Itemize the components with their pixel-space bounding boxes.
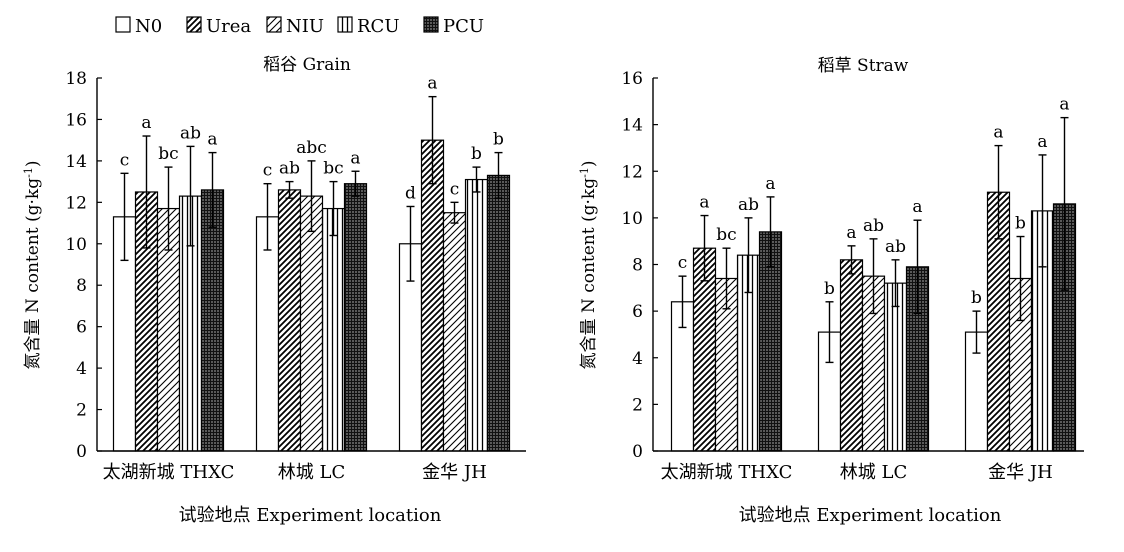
straw-y-tick-label-14: 14 (621, 116, 643, 136)
straw-y-axis-label-main: 氮含量 N content (g·kg (579, 178, 599, 370)
grain-y-tick-label-4: 4 (76, 359, 87, 379)
straw-bar-urea-1 (839, 259, 864, 452)
straw-sig-letter-rcu-1: ab (885, 237, 906, 257)
legend-label-niu: NIU (286, 16, 324, 37)
legend-label-rcu: RCU (357, 16, 400, 37)
grain-sig-letter-niu-2: c (450, 179, 460, 199)
grain-y-tick-label-16: 16 (65, 110, 87, 130)
legend-swatch-niu (266, 16, 282, 33)
grain-sig-letter-niu-0: bc (158, 144, 178, 164)
legend-label-pcu: PCU (443, 16, 484, 37)
grain-y-tick-label-0: 0 (76, 442, 87, 462)
straw-sig-letter-pcu-2: a (1059, 95, 1069, 115)
grain-sig-letter-urea-1: ab (279, 159, 300, 179)
straw-x-tick-label-2: 金华 JH (988, 462, 1053, 483)
grain-bar-n0-1 (255, 216, 280, 452)
straw-sig-letter-niu-0: bc (716, 225, 736, 245)
straw-sig-letter-urea-2: a (993, 123, 1003, 143)
grain-y-tick-label-2: 2 (76, 401, 87, 421)
straw-sig-letter-urea-0: a (699, 193, 709, 213)
grain-sig-letter-n0-0: c (120, 150, 130, 170)
grain-y-axis-label-main: 氮含量 N content (g·kg (23, 178, 43, 370)
straw-sig-letter-n0-2: b (971, 288, 982, 308)
grain-x-tick-label-0: 太湖新城 THXC (103, 462, 235, 483)
grain-y-tick-label-6: 6 (76, 318, 87, 338)
legend-swatch-pcu (423, 16, 439, 33)
straw-sig-letter-n0-1: b (824, 279, 835, 299)
grain-sig-letter-rcu-0: ab (180, 123, 201, 143)
grain-sig-letter-n0-1: c (263, 161, 273, 181)
straw-x-axis-label: 试验地点 Experiment location (739, 505, 1002, 526)
grain-x-tick-label-1: 林城 LC (278, 462, 345, 483)
grain-y-axis-label-end: ) (23, 161, 43, 168)
straw-y-tick-label-2: 2 (632, 395, 643, 415)
straw-y-tick-label-0: 0 (632, 442, 643, 462)
straw-y-tick-label-16: 16 (621, 69, 643, 89)
grain-y-tick-label-8: 8 (76, 276, 87, 296)
grain-sig-letter-niu-1: abc (296, 138, 327, 158)
straw-y-axis-label-end: ) (579, 161, 599, 168)
grain-bar-urea-2 (420, 139, 445, 452)
grain-bar-pcu-2 (486, 174, 511, 452)
straw-sig-letter-urea-1: a (846, 223, 856, 243)
straw-sig-letter-n0-0: c (678, 253, 688, 273)
grain-sig-letter-rcu-2: b (471, 144, 482, 164)
grain-chart-title: 稻谷 Grain (263, 55, 351, 75)
grain-y-axis-label: 氮含量 N content (g·kg-1) (22, 161, 44, 370)
straw-y-tick-label-12: 12 (621, 162, 643, 182)
straw-sig-letter-niu-2: b (1015, 214, 1026, 234)
straw-chart-title: 稻草 Straw (818, 56, 909, 76)
legend: N0 Urea NIU RCU PCU (115, 16, 484, 37)
straw-x-tick-label-0: 太湖新城 THXC (661, 462, 793, 483)
grain-bar-niu-1 (299, 195, 324, 452)
grain-sig-letter-urea-0: a (141, 113, 151, 133)
straw-sig-letter-rcu-0: ab (738, 195, 759, 215)
grain-sig-letter-n0-2: d (405, 183, 416, 203)
grain-y-tick-label-14: 14 (65, 152, 87, 172)
grain-sig-letter-pcu-1: a (350, 148, 360, 168)
grain-bar-pcu-0 (200, 189, 225, 452)
legend-swatch-n0 (115, 16, 131, 33)
grain-x-axis-label: 试验地点 Experiment location (179, 505, 442, 526)
straw-x-tick-label-1: 林城 LC (840, 462, 907, 483)
straw-sig-letter-rcu-2: a (1037, 132, 1047, 152)
grain-y-tick-label-12: 12 (65, 193, 87, 213)
straw-chart-panel: 稻草 Straw 试验地点 Experiment location 氮含量 N … (578, 56, 1084, 526)
straw-y-axis-label: 氮含量 N content (g·kg-1) (578, 161, 600, 370)
grain-bar-pcu-1 (343, 183, 368, 452)
straw-y-tick-label-10: 10 (621, 209, 643, 229)
grain-bar-rcu-1 (321, 207, 346, 452)
legend-swatch-urea (186, 16, 202, 33)
legend-label-urea: Urea (206, 16, 251, 37)
grain-y-axis-label-sup: -1 (22, 167, 35, 178)
straw-y-tick-label-4: 4 (632, 349, 643, 369)
grain-bar-urea-1 (277, 189, 302, 452)
grain-y-tick-label-10: 10 (65, 235, 87, 255)
legend-label-n0: N0 (135, 16, 162, 37)
straw-sig-letter-pcu-1: a (912, 197, 922, 217)
straw-sig-letter-pcu-0: a (765, 174, 775, 194)
straw-y-axis-label-sup: -1 (578, 167, 591, 178)
grain-sig-letter-pcu-2: b (493, 130, 504, 150)
grain-sig-letter-urea-2: a (427, 74, 437, 94)
grain-sig-letter-rcu-1: bc (323, 159, 343, 179)
grain-y-tick-label-18: 18 (65, 69, 87, 89)
straw-sig-letter-niu-1: ab (863, 216, 884, 236)
straw-y-tick-label-8: 8 (632, 256, 643, 276)
legend-swatch-rcu (337, 16, 353, 33)
straw-y-tick-label-6: 6 (632, 302, 643, 322)
grain-bar-niu-2 (442, 212, 467, 452)
straw-bar-rcu-1 (883, 282, 908, 452)
grain-bar-rcu-2 (464, 178, 489, 452)
grain-sig-letter-pcu-0: a (207, 130, 217, 150)
grain-x-tick-label-2: 金华 JH (422, 462, 487, 483)
grain-chart-panel: 稻谷 Grain 试验地点 Experiment location 氮含量 N … (22, 55, 526, 526)
